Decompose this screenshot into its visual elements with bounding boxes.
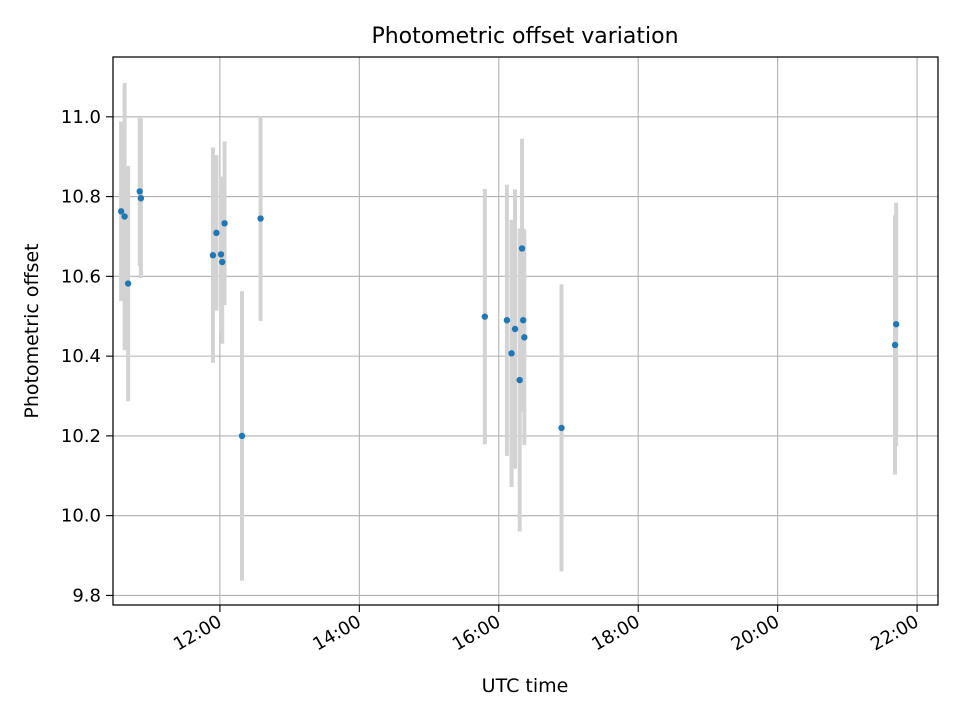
y-axis-label: Photometric offset	[21, 243, 43, 418]
data-point	[511, 325, 519, 333]
data-point	[558, 424, 565, 432]
y-tick-label: 9.8	[72, 585, 101, 606]
data-point	[521, 334, 528, 341]
data-point	[137, 194, 145, 202]
data-point	[117, 208, 125, 215]
plot-frame	[112, 56, 939, 606]
data-point	[891, 341, 899, 349]
data-point	[481, 313, 489, 320]
y-tick-label: 10.4	[61, 346, 101, 367]
data-point	[219, 258, 226, 266]
data-points	[117, 188, 900, 440]
data-point	[518, 245, 526, 252]
y-tick-label: 10.6	[61, 266, 101, 287]
data-point	[124, 280, 132, 287]
data-point	[221, 220, 228, 227]
data-point	[503, 317, 511, 324]
data-point	[257, 215, 264, 222]
data-point	[892, 321, 900, 328]
y-tick-label: 11.0	[61, 107, 101, 128]
y-axis: 9.8 10.0 10.2 10.4 10.6 10.8 11.0	[61, 107, 113, 606]
y-tick-label: 10.0	[61, 506, 101, 527]
data-point	[508, 350, 515, 357]
data-point	[213, 229, 220, 237]
data-point	[121, 213, 128, 220]
chart-title: Photometric offset variation	[371, 24, 678, 49]
data-point	[217, 251, 225, 258]
data-point	[238, 432, 246, 440]
y-tick-label: 10.2	[61, 426, 101, 447]
data-point	[209, 252, 217, 259]
y-tick-label: 10.8	[61, 187, 101, 208]
x-axis-label: UTC time	[482, 675, 569, 697]
data-point	[519, 317, 527, 324]
data-point	[516, 376, 523, 384]
data-point	[136, 188, 143, 195]
